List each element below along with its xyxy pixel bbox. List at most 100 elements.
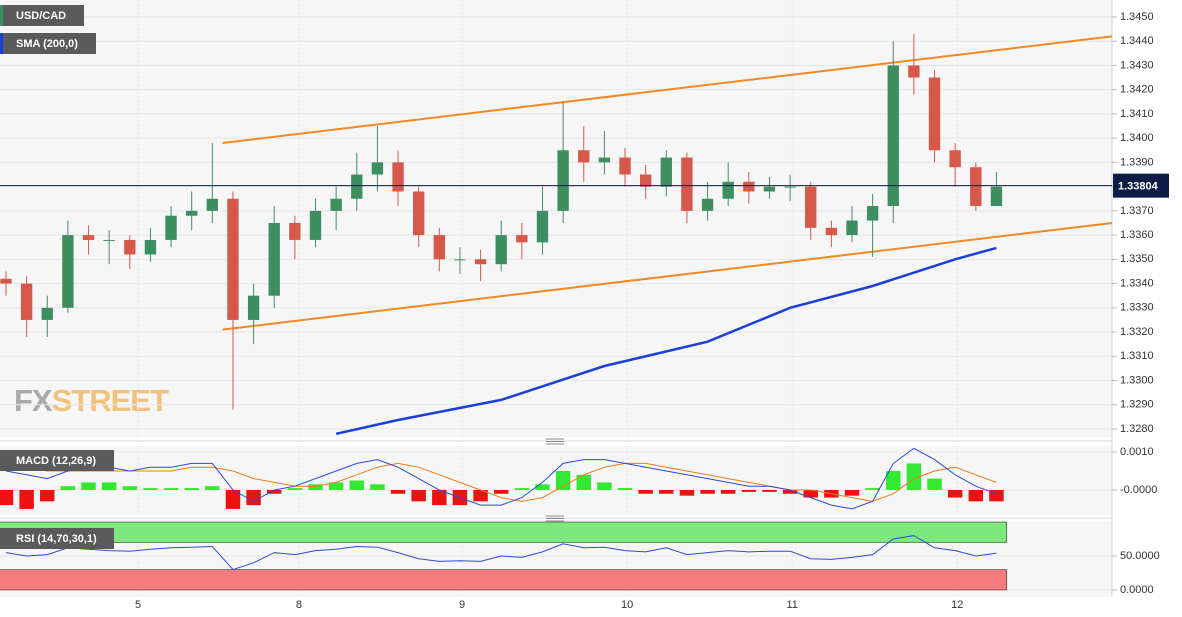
- price-panel: [0, 0, 1112, 437]
- histogram-bar: [19, 489, 34, 509]
- candle-body: [970, 167, 982, 207]
- histogram-bar: [679, 489, 695, 496]
- candle-body: [392, 162, 404, 192]
- candle-body: [165, 215, 177, 240]
- x-tick-label: 12: [951, 599, 963, 611]
- candle-body: [495, 235, 507, 265]
- y-tick-label: 1.3370: [1120, 205, 1154, 217]
- title-box: [0, 450, 114, 471]
- macd-line: [5, 447, 997, 510]
- histogram-bar: [906, 463, 922, 490]
- candle-body: [268, 222, 280, 296]
- y-tick-label: 1.3450: [1120, 11, 1154, 23]
- histogram-bar: [514, 488, 530, 490]
- candle-body: [660, 157, 672, 187]
- candle-body: [784, 186, 796, 188]
- histogram-bar: [844, 489, 860, 496]
- histogram-bar: [782, 489, 798, 494]
- title-marker: [0, 5, 3, 26]
- last-price-label: 1.33804: [1118, 181, 1159, 193]
- candle-body: [0, 278, 12, 284]
- candle-body: [103, 239, 115, 241]
- candle-body: [289, 222, 301, 240]
- title-box: [0, 5, 84, 26]
- histogram-bar: [535, 484, 550, 490]
- histogram-bar: [143, 488, 158, 490]
- histogram-bar: [184, 488, 199, 490]
- rsi-band: [0, 569, 1008, 591]
- histogram-bar: [122, 486, 138, 490]
- histogram-bar: [720, 489, 736, 494]
- y-tick-label: 1.3330: [1120, 302, 1154, 314]
- histogram-bar: [803, 489, 818, 498]
- histogram-bar: [576, 474, 591, 490]
- histogram-bar: [287, 488, 303, 490]
- histogram-bar: [659, 489, 674, 494]
- histogram-bar: [370, 484, 385, 490]
- histogram-bar: [700, 489, 715, 494]
- candle-body: [928, 77, 941, 151]
- candle-body: [743, 181, 755, 192]
- histogram-bar: [741, 489, 757, 492]
- y-tick-label: 1.3320: [1120, 326, 1154, 338]
- histogram-bar: [865, 488, 880, 490]
- plot-layer: [0, 0, 1117, 597]
- candle-body: [330, 198, 342, 211]
- watermark-street: STREET: [52, 383, 169, 418]
- candle-body: [619, 157, 631, 175]
- y-tick-label: 50.0000: [1120, 550, 1160, 562]
- candle-body: [124, 239, 136, 255]
- resize-handle[interactable]: [546, 515, 564, 522]
- title-box: [0, 528, 114, 549]
- candle-body: [516, 235, 528, 243]
- histogram-bar: [927, 478, 942, 490]
- y-tick-label: 1.3290: [1120, 399, 1154, 411]
- x-tick-label: 5: [135, 599, 141, 611]
- panel-title: RSI (14,70,30,1): [16, 533, 97, 545]
- candle-body: [701, 198, 714, 211]
- histogram-bar: [947, 489, 963, 498]
- candle-body: [82, 235, 95, 240]
- x-tick-label: 10: [621, 599, 633, 611]
- candle-body: [805, 186, 817, 228]
- candle-body: [144, 239, 157, 255]
- y-tick-label: 1.3420: [1120, 84, 1154, 96]
- histogram-bar: [597, 482, 612, 490]
- y-tick-label: 0.0000: [1120, 584, 1154, 596]
- x-tick-label: 8: [296, 599, 302, 611]
- candle-body: [763, 186, 776, 192]
- y-tick-label: -0.0000: [1120, 484, 1157, 496]
- candle-body: [62, 235, 74, 308]
- histogram-bar: [205, 486, 220, 490]
- candle-body: [578, 150, 590, 163]
- candle-body: [681, 157, 693, 211]
- y-tick-label: 1.3300: [1120, 374, 1154, 386]
- histogram-bar: [493, 489, 509, 494]
- candle-body: [990, 186, 1003, 207]
- histogram-bar: [762, 489, 777, 492]
- resize-handle[interactable]: [546, 438, 564, 445]
- y-tick-label: 1.3280: [1120, 423, 1154, 435]
- watermark-fx: FX: [14, 383, 53, 418]
- rsi-band: [0, 521, 1008, 543]
- histogram-bar: [328, 482, 344, 490]
- candle-body: [474, 259, 487, 265]
- title-marker: [0, 33, 3, 54]
- histogram-bar: [246, 489, 261, 506]
- histogram-bar: [555, 471, 571, 490]
- histogram-bar: [638, 489, 653, 494]
- candle-body: [908, 65, 920, 78]
- y-tick-label: 1.3430: [1120, 59, 1154, 71]
- trend-line: [222, 221, 1113, 331]
- candle-body: [866, 206, 879, 221]
- x-tick-label: 11: [786, 599, 797, 611]
- histogram-bar: [163, 488, 179, 490]
- candle-body: [536, 210, 549, 243]
- y-tick-label: 1.3440: [1120, 35, 1154, 47]
- candle-body: [949, 150, 961, 168]
- candle-body: [598, 157, 611, 163]
- candle-body: [206, 198, 219, 211]
- signal-line: [6, 462, 997, 502]
- candle-body: [433, 235, 445, 260]
